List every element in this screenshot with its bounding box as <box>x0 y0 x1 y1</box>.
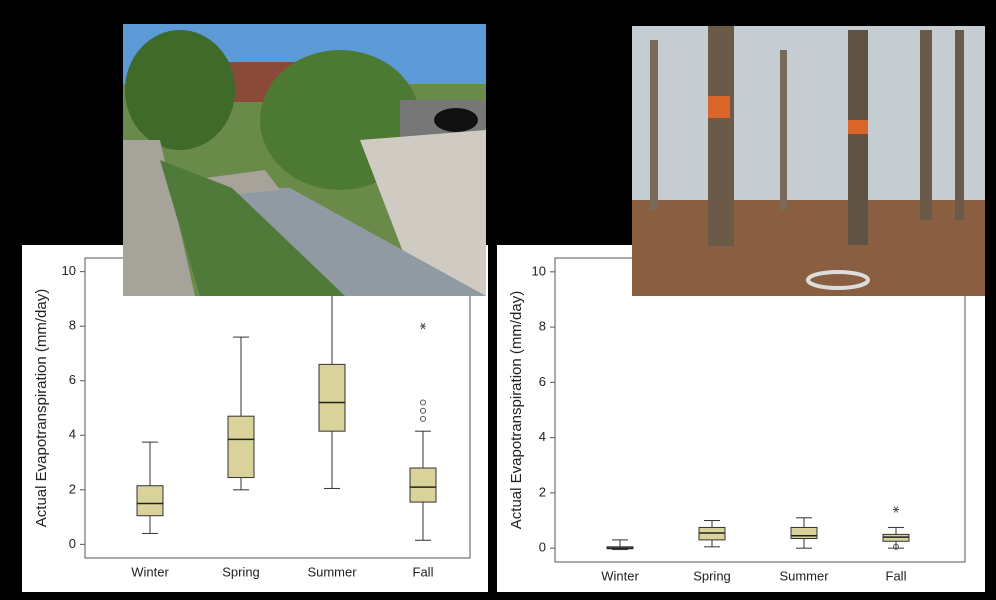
x-tick-label: Spring <box>693 568 731 583</box>
x-tick-label: Fall <box>886 568 907 583</box>
y-tick-label: 10 <box>532 263 546 278</box>
x-tick-label: Summer <box>779 568 829 583</box>
y-tick-label: 2 <box>539 484 546 499</box>
photo-forest <box>632 26 985 296</box>
y-tick-label: 0 <box>539 540 546 555</box>
y-tick-label: 0 <box>69 536 76 551</box>
x-tick-label: Spring <box>222 564 260 579</box>
y-tick-label: 6 <box>69 372 76 387</box>
page: {"chart_data": [ {"type": "box", "ylabel… <box>0 0 996 600</box>
y-axis-label: Actual Evapotranspiration (mm/day) <box>33 289 50 527</box>
box <box>410 468 436 502</box>
box <box>791 527 817 538</box>
y-tick-label: 8 <box>69 318 76 333</box>
chart-panel <box>497 245 985 592</box>
y-tick-label: 6 <box>539 374 546 389</box>
y-tick-label: 4 <box>539 429 546 444</box>
box <box>319 364 345 431</box>
y-axis-label: Actual Evapotranspiration (mm/day) <box>508 291 525 529</box>
x-tick-label: Winter <box>131 564 169 579</box>
box <box>228 416 254 477</box>
y-tick-label: 4 <box>69 427 76 442</box>
slide: Actual Evapotranspiration (mm/day) 0 2 4 6 8 1… <box>0 0 996 600</box>
y-tick-label: 10 <box>62 263 76 278</box>
box <box>137 486 163 516</box>
x-tick-label: Winter <box>601 568 639 583</box>
x-tick-label: Fall <box>413 564 434 579</box>
photo-bioswale <box>123 24 486 296</box>
y-tick-label: 8 <box>539 319 546 334</box>
y-tick-label: 2 <box>69 481 76 496</box>
x-tick-label: Summer <box>307 564 357 579</box>
